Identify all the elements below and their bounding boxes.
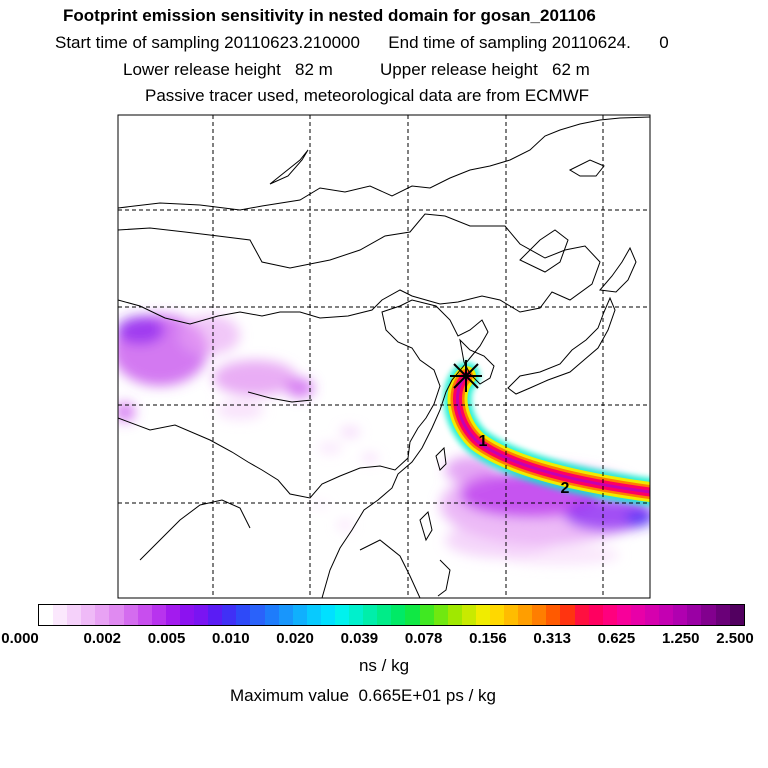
map-frame xyxy=(117,114,651,599)
tracer-info-line: Passive tracer used, meteorological data… xyxy=(145,86,590,105)
sampling-time-line: Start time of sampling 20110623.210000 E… xyxy=(55,33,669,52)
color-swatch-32 xyxy=(490,605,505,625)
color-scale-tick-label: 0.020 xyxy=(276,630,314,647)
color-scale-tick-label: 0.002 xyxy=(83,630,122,647)
color-swatch-23 xyxy=(363,605,378,625)
color-swatch-15 xyxy=(250,605,265,625)
color-swatch-33 xyxy=(504,605,519,625)
color-scale-tick-label: 1.250 xyxy=(661,630,700,647)
maximum-value-label: Maximum value 0.665E+01 ps / kg xyxy=(230,686,496,705)
color-swatch-36 xyxy=(546,605,561,625)
color-swatch-48 xyxy=(715,605,730,625)
color-swatch-45 xyxy=(673,605,688,625)
graticule xyxy=(118,115,650,598)
sensitivity-field-west xyxy=(118,314,378,530)
color-swatch-6 xyxy=(123,605,138,625)
release-height-line: Lower release height 82 m Upper release … xyxy=(123,60,590,79)
color-swatch-34 xyxy=(518,605,533,625)
color-swatch-46 xyxy=(687,605,702,625)
color-scale-unit: ns / kg xyxy=(358,656,410,675)
color-swatch-38 xyxy=(574,605,589,625)
color-scale-tick-label: 0.313 xyxy=(533,630,571,647)
color-scale-bar xyxy=(38,604,745,626)
color-scale-tick-label: 0.039 xyxy=(340,630,379,647)
color-swatch-5 xyxy=(109,605,124,625)
color-swatch-27 xyxy=(419,605,434,625)
color-swatch-28 xyxy=(433,605,448,625)
color-swatch-29 xyxy=(447,605,462,625)
color-swatch-41 xyxy=(616,605,631,625)
color-swatch-18 xyxy=(292,605,307,625)
time-marker-2: 2 xyxy=(561,480,570,497)
color-swatch-43 xyxy=(645,605,660,625)
color-swatch-26 xyxy=(405,605,420,625)
footprint-plume-track xyxy=(443,362,650,506)
color-scale-tick-label: 0.156 xyxy=(469,630,507,647)
color-swatch-22 xyxy=(349,605,364,625)
color-swatch-10 xyxy=(179,605,195,625)
time-marker-1: 1 xyxy=(479,433,488,450)
color-scale-tick-label: 0.078 xyxy=(404,630,443,647)
color-swatch-42 xyxy=(630,605,646,625)
color-swatch-1 xyxy=(53,605,68,625)
color-swatch-37 xyxy=(560,605,575,625)
color-swatch-40 xyxy=(602,605,617,625)
color-swatch-0 xyxy=(39,605,54,625)
color-swatch-21 xyxy=(334,605,350,625)
color-swatch-47 xyxy=(701,605,716,625)
color-swatch-20 xyxy=(320,605,335,625)
color-scale-tick-label: 0.625 xyxy=(597,630,636,647)
color-swatch-25 xyxy=(391,605,406,625)
color-swatch-30 xyxy=(461,605,476,625)
color-scale-tick-label: 2.500 xyxy=(716,630,754,647)
color-swatch-13 xyxy=(222,605,237,625)
color-scale-tick-label: 0.000 xyxy=(1,630,39,647)
color-swatch-31 xyxy=(475,605,490,625)
color-swatch-14 xyxy=(236,605,251,625)
color-swatch-49 xyxy=(729,605,744,625)
plot-title: Footprint emission sensitivity in nested… xyxy=(63,6,596,25)
color-swatch-4 xyxy=(95,605,110,625)
coastlines xyxy=(118,116,650,598)
color-swatch-12 xyxy=(208,605,223,625)
color-swatch-16 xyxy=(264,605,279,625)
star-icon xyxy=(450,360,482,392)
color-swatch-3 xyxy=(81,605,96,625)
color-swatch-2 xyxy=(67,605,82,625)
color-swatch-35 xyxy=(532,605,547,625)
color-swatch-7 xyxy=(137,605,152,625)
color-swatch-19 xyxy=(306,605,321,625)
color-scale-tick-label: 0.005 xyxy=(147,630,186,647)
color-swatch-17 xyxy=(278,605,293,625)
color-scale-tick-label: 0.010 xyxy=(212,630,250,647)
color-swatch-9 xyxy=(165,605,180,625)
color-swatch-39 xyxy=(588,605,603,625)
color-swatch-24 xyxy=(377,605,392,625)
color-swatch-8 xyxy=(151,605,166,625)
color-swatch-44 xyxy=(659,605,674,625)
color-swatch-11 xyxy=(194,605,209,625)
